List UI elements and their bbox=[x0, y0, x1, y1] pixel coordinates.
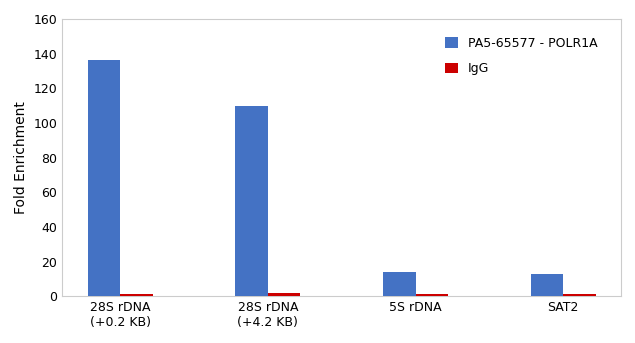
Bar bbox=[120, 294, 152, 296]
Bar bbox=[236, 106, 268, 296]
Bar bbox=[268, 293, 300, 296]
Bar bbox=[88, 60, 120, 296]
Y-axis label: Fold Enrichment: Fold Enrichment bbox=[14, 101, 28, 214]
Bar bbox=[531, 274, 563, 296]
Bar bbox=[383, 272, 415, 296]
Legend: PA5-65577 - POLR1A, IgG: PA5-65577 - POLR1A, IgG bbox=[439, 31, 604, 82]
Bar bbox=[563, 294, 596, 296]
Bar bbox=[415, 294, 448, 296]
